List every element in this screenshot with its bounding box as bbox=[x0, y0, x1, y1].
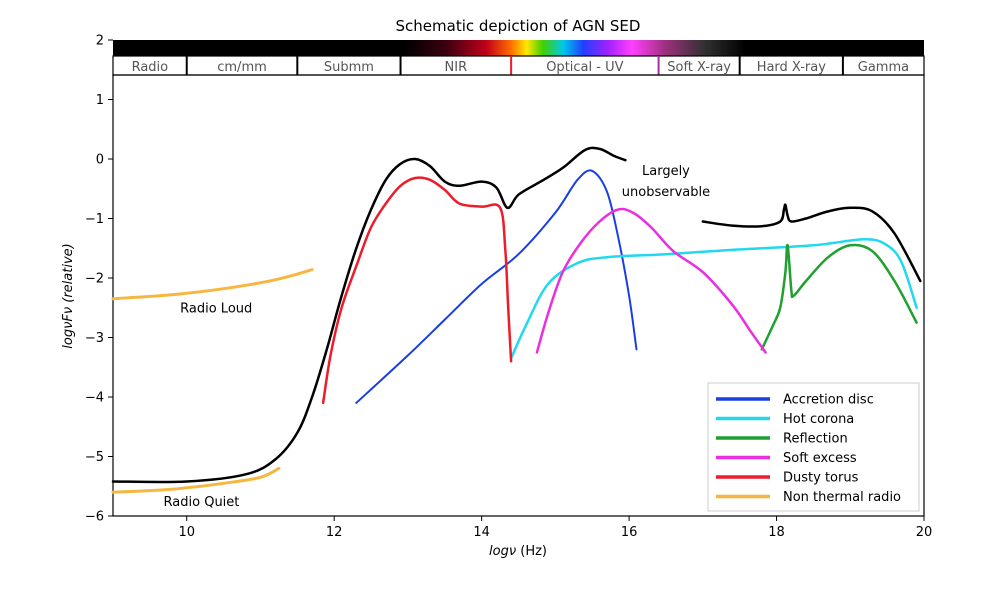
series-line-dusty-torus bbox=[321, 176, 513, 405]
y-tick-label: 0 bbox=[96, 153, 104, 168]
total-sed-line bbox=[701, 203, 922, 283]
series-line-accretion-disc bbox=[355, 169, 638, 404]
plot-frame bbox=[112, 74, 925, 517]
legend-label: Accretion disc bbox=[783, 393, 874, 408]
legend-label: Reflection bbox=[783, 432, 848, 447]
band-labels: Radio cm/mm Submm NIR Optical - UV Soft X-ray… bbox=[132, 56, 909, 75]
x-tick-label: 20 bbox=[916, 525, 933, 540]
spectrum-strip bbox=[113, 40, 924, 56]
chart-title: Schematic depiction of AGN SED bbox=[396, 17, 641, 35]
series-line-hot-corona bbox=[509, 238, 918, 360]
band-label: Radio bbox=[132, 60, 169, 75]
band-label: cm/mm bbox=[217, 60, 267, 75]
x-tick-label: 16 bbox=[621, 525, 638, 540]
annotation: Radio Loud bbox=[180, 302, 252, 317]
legend-label: Dusty torus bbox=[783, 471, 859, 486]
x-tick-label: 12 bbox=[326, 525, 343, 540]
legend-label: Hot corona bbox=[783, 412, 854, 427]
band-label: Submm bbox=[324, 60, 374, 75]
legend: Accretion disc Hot corona Reflection Soft e… bbox=[707, 382, 920, 512]
y-tick-label: −1 bbox=[85, 212, 104, 227]
y-tick-label: −5 bbox=[85, 450, 104, 465]
series-line-non-thermal-radio bbox=[111, 466, 281, 494]
x-tick-label: 10 bbox=[178, 525, 195, 540]
band-label: Optical - UV bbox=[546, 60, 623, 75]
x-tick-label: 18 bbox=[768, 525, 785, 540]
band-label: NIR bbox=[445, 60, 468, 75]
series-line-non-thermal-radio bbox=[111, 268, 314, 301]
y-tick-label: −2 bbox=[85, 272, 104, 287]
x-axis-label-variable: logν bbox=[489, 544, 516, 559]
annotation: unobservable bbox=[622, 185, 710, 200]
legend-box bbox=[707, 382, 920, 512]
y-tick-label: 2 bbox=[96, 34, 104, 49]
series-lines bbox=[111, 146, 922, 494]
x-tick-label: 14 bbox=[473, 525, 490, 540]
y-axis: 2 1 0 −1 −2 −3 −4 −5 −6 bbox=[85, 34, 113, 525]
legend-label: Soft excess bbox=[783, 451, 857, 466]
band-label: Soft X-ray bbox=[667, 60, 731, 75]
legend-label: Non thermal radio bbox=[783, 490, 901, 505]
band-label: Hard X-ray bbox=[757, 60, 827, 75]
y-tick-label: −6 bbox=[85, 510, 104, 525]
x-axis: 10 12 14 16 18 20 bbox=[178, 516, 932, 540]
annotations: Radio Loud Radio Quiet Largely unobservable bbox=[164, 164, 711, 510]
total-sed-line bbox=[111, 146, 627, 484]
x-axis-label: logν (Hz) bbox=[489, 544, 547, 559]
series-line-soft-excess bbox=[535, 207, 767, 354]
annotation: Largely bbox=[642, 164, 690, 179]
series-line-reflection bbox=[760, 243, 918, 351]
y-tick-label: 1 bbox=[96, 93, 104, 108]
y-tick-label: −3 bbox=[85, 331, 104, 346]
y-tick-label: −4 bbox=[85, 391, 104, 406]
annotation: Radio Quiet bbox=[164, 495, 240, 510]
band-label: Gamma bbox=[858, 60, 909, 75]
y-axis-label: logνFν (relative) bbox=[61, 243, 76, 348]
x-axis-label-unit: (Hz) bbox=[516, 544, 547, 559]
